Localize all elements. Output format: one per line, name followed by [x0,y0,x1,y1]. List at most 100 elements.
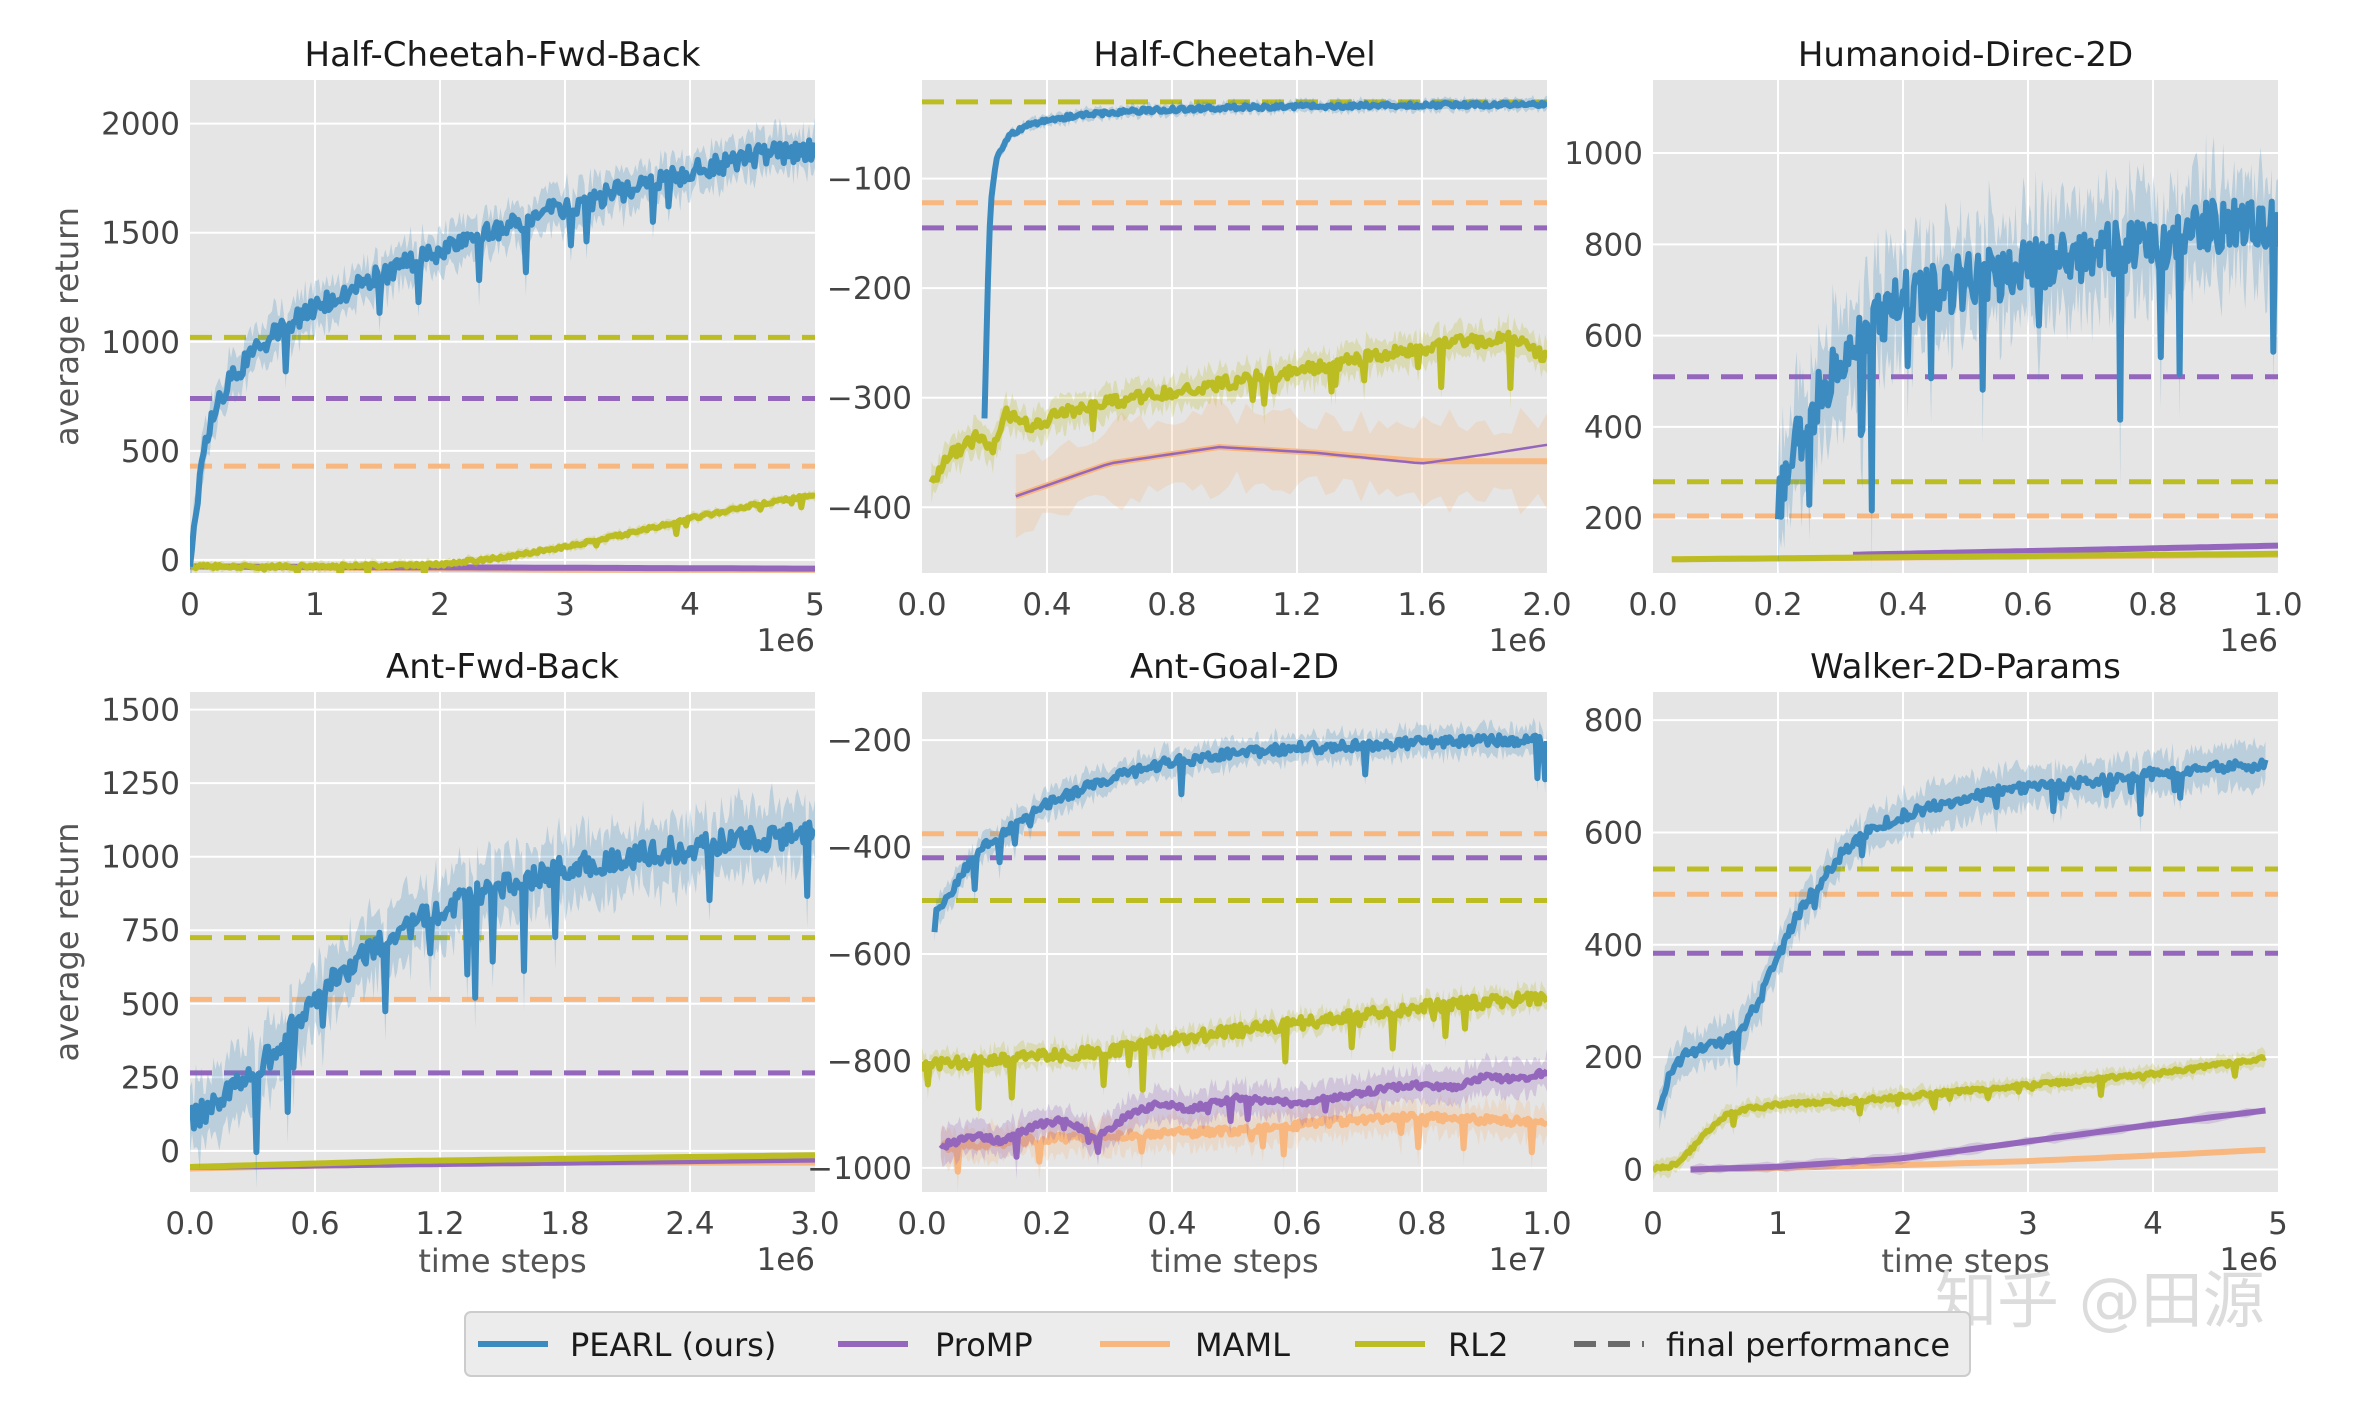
watermark: 知乎 @田源 [1935,1264,2265,1337]
x-tick-label: 0.0 [897,587,946,623]
x-tick-label: 4 [680,587,700,623]
chart-title: Half-Cheetah-Fwd-Back [305,35,701,75]
y-tick-label: −1000 [807,1151,912,1187]
chart-title: Ant-Goal-2D [1130,647,1339,687]
y-tick-label: 500 [121,987,180,1023]
x-tick-label: 0.0 [1628,587,1677,623]
series-line-pearl-ours [931,732,1547,933]
y-tick-label: 1500 [101,216,180,252]
x-tick-label: 0 [1643,1206,1663,1242]
y-tick-label: 0 [160,543,180,579]
series-band-promp [940,1048,1547,1180]
y-tick-label: −400 [827,830,912,866]
x-tick-label: 3 [555,587,575,623]
x-tick-label: 1.2 [1272,587,1321,623]
y-tick-label: −800 [827,1044,912,1080]
plot-series [1653,134,2278,573]
y-tick-label: 800 [1584,703,1643,739]
x-tick-label: 0.4 [1022,587,1071,623]
y-tick-label: 800 [1584,227,1643,263]
legend-label-maml: MAML [1195,1326,1290,1364]
series-line-pearl-ours [1656,757,2269,1112]
y-tick-label: 1000 [101,840,180,876]
x-tick-label: 0.8 [2128,587,2177,623]
panel-half-cheetah-fwd-back: 0 1 2 3 4 5 0 500 1000 1500 2000 Half-Cheetah-Fwd-B… [48,35,825,659]
x-tick-label: 2.4 [665,1206,714,1242]
y-tick-label: 400 [1584,410,1643,446]
x-tick-label: 0.4 [1878,587,1927,623]
x-multiplier: 1e6 [1488,623,1547,659]
series-line-rl2 [928,329,1547,484]
chart-title: Half-Cheetah-Vel [1093,35,1375,75]
legend-frame [464,1311,1971,1377]
x-axis-label: time steps [418,1242,586,1280]
y-tick-label: 400 [1584,928,1643,964]
x-tick-label: 0 [180,587,200,623]
plot-area [1653,80,2278,573]
series-line-pearl-ours [190,819,815,1156]
chart-title: Walker-2D-Params [1810,647,2121,687]
y-tick-label: 200 [1584,1040,1643,1076]
x-tick-label: 0.0 [165,1206,214,1242]
panel-walker-2d-params: 0 1 2 3 4 5 0 200 400 600 800 Walker-2D-Params 1e6 ti… [1584,647,2288,1280]
y-tick-label: 1500 [101,693,180,729]
x-multiplier: 1e7 [1488,1242,1547,1278]
x-tick-label: 1.0 [2253,587,2302,623]
series-band-pearl-ours [984,95,1547,423]
y-tick-label: 600 [1584,815,1643,851]
panel-half-cheetah-vel: 0.0 0.4 0.8 1.2 1.6 2.0 −400 −300 −200 −100 Half-C… [827,35,1572,659]
y-tick-label: 2000 [101,107,180,143]
plot-series [922,717,1547,1192]
panel-ant-goal-2d: 0.0 0.2 0.4 0.6 0.8 1.0 −1000 −800 −600 −400 −200 A… [807,647,1572,1280]
series-line-rl2 [922,990,1547,1112]
x-multiplier: 1e6 [756,623,815,659]
x-tick-label: 5 [2268,1206,2288,1242]
series-band-pearl-ours [934,717,1547,942]
plot-series [190,782,815,1189]
x-tick-label: 0.6 [290,1206,339,1242]
chart-title: Ant-Fwd-Back [386,647,619,687]
chart-title: Humanoid-Direc-2D [1798,35,2133,75]
y-tick-label: 1250 [101,766,180,802]
plot-series [922,95,1547,539]
series-band-promp [1690,1107,2266,1176]
y-tick-label: −200 [827,723,912,759]
x-tick-label: 0.8 [1397,1206,1446,1242]
x-axis-label: time steps [1881,1242,2049,1280]
x-tick-label: 1 [305,587,325,623]
x-axis-label: time steps [1150,1242,1318,1280]
series-line-maml [939,1110,1547,1175]
legend-label-promp: ProMP [935,1326,1033,1364]
y-tick-label: 0 [160,1134,180,1170]
y-tick-label: 600 [1584,319,1643,355]
legend-label-rl2: RL2 [1448,1326,1508,1364]
y-tick-label: 500 [121,434,180,470]
x-tick-label: 3 [2018,1206,2038,1242]
y-axis-label: average return [48,822,86,1061]
x-tick-label: 3.0 [790,1206,839,1242]
y-tick-label: −300 [827,381,912,417]
series-line-rl2 [190,1152,815,1170]
plot-area [190,692,815,1192]
x-tick-label: 0.8 [1147,587,1196,623]
panel-humanoid-direc-2d: 0.0 0.2 0.4 0.6 0.8 1.0 200 400 600 800 1000 Humano… [1564,35,2303,659]
series-band-pearl-ours [190,782,815,1189]
series-line-rl2 [190,492,815,573]
panel-ant-fwd-back: 0.0 0.6 1.2 1.8 2.4 3.0 0 250 500 750 1000 1250 1500… [48,647,840,1280]
y-tick-label: −400 [827,490,912,526]
plot-series [1653,737,2278,1181]
plot-series [190,117,815,573]
x-tick-label: 0.0 [897,1206,946,1242]
x-multiplier: 1e6 [756,1242,815,1278]
series-band-rl2 [931,313,1547,504]
series-band-maml [1015,397,1547,539]
x-tick-label: 1.8 [540,1206,589,1242]
y-tick-label: 1000 [1564,136,1643,172]
series-band-pearl-ours [1659,737,2266,1130]
x-tick-label: 1 [1768,1206,1788,1242]
y-tick-label: 1000 [101,325,180,361]
series-line-rl2 [1671,550,2278,563]
series-line-promp [1015,443,1547,498]
x-tick-label: 0.2 [1022,1206,1071,1242]
